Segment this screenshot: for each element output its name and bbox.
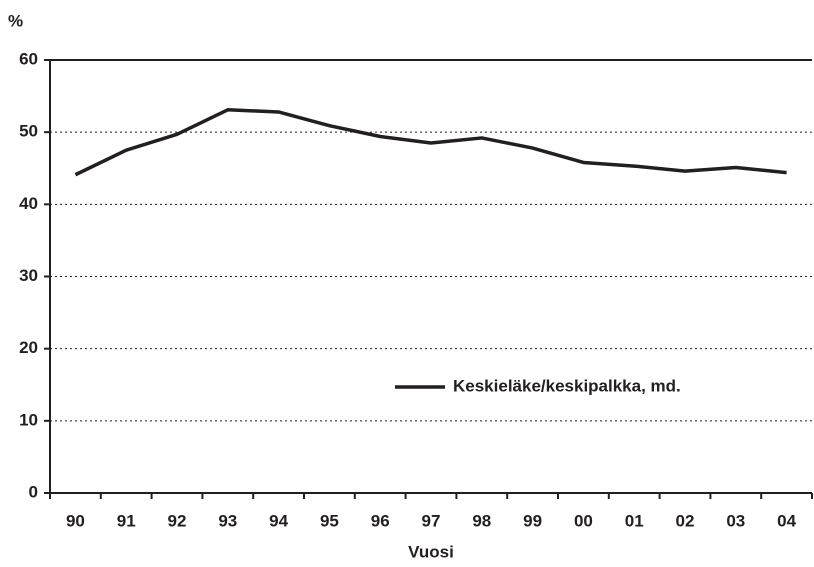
x-tick-label: 03 [726, 511, 745, 530]
x-tick-label: 90 [66, 511, 85, 530]
x-tick-label: 99 [523, 511, 542, 530]
x-tick-label: 96 [371, 511, 390, 530]
legend-label: Keskieläke/keskipalkka, md. [453, 376, 681, 395]
data-line [74, 108, 787, 177]
y-tick-label: 20 [19, 338, 38, 357]
x-tick-label: 97 [422, 511, 441, 530]
x-tick-label: 01 [625, 511, 644, 530]
x-tick-label: 02 [676, 511, 695, 530]
x-tick-label: 95 [320, 511, 339, 530]
x-tick-label: 04 [777, 511, 796, 530]
x-axis-label: Vuosi [408, 542, 454, 561]
x-tick-label: 98 [472, 511, 491, 530]
x-tick-label: 92 [168, 511, 187, 530]
x-tick-label: 00 [574, 511, 593, 530]
x-tick-label: 91 [117, 511, 136, 530]
y-tick-label: 30 [19, 266, 38, 285]
x-tick-label: 93 [218, 511, 237, 530]
y-tick-label: 40 [19, 194, 38, 213]
x-tick-label: 94 [269, 511, 288, 530]
y-tick-label: 50 [19, 122, 38, 141]
y-tick-label: 60 [19, 49, 38, 68]
y-axis-label: % [8, 11, 23, 30]
y-tick-label: 0 [29, 482, 38, 501]
y-tick-label: 10 [19, 410, 38, 429]
